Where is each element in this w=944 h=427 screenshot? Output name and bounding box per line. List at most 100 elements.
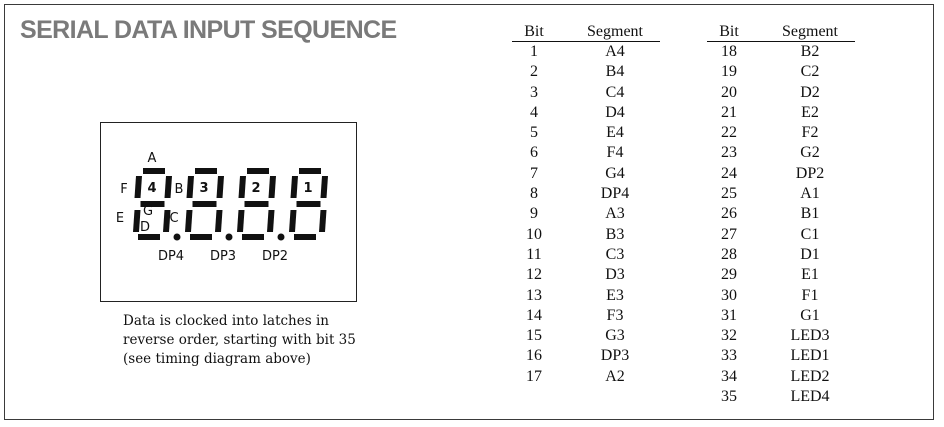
segment-cell: D4 xyxy=(605,103,625,121)
segment-cell: D3 xyxy=(605,266,625,284)
segment-cell: B3 xyxy=(605,225,625,243)
bit-cell: 27 xyxy=(721,225,737,243)
dp-label: DP2 xyxy=(262,249,288,264)
segment-f xyxy=(238,176,246,198)
bit-cell: 20 xyxy=(721,83,737,101)
segment-a xyxy=(247,168,269,174)
segment-header: Segment xyxy=(587,23,643,40)
table-row: 3 C4 xyxy=(512,83,660,103)
segment-cell: B2 xyxy=(800,43,820,60)
bit-cell: 6 xyxy=(530,144,538,162)
segment-c xyxy=(267,210,275,232)
table-row: 4 D4 xyxy=(512,103,660,123)
segment-cell: E2 xyxy=(801,103,819,121)
segment-cell: B4 xyxy=(605,63,625,81)
table-row: 6 F4 xyxy=(512,143,660,163)
segment-c xyxy=(319,210,327,232)
table-row: 15 G3 xyxy=(512,326,660,346)
segment-cell: C4 xyxy=(605,83,625,101)
bit-cell: 14 xyxy=(526,306,542,324)
segment-b xyxy=(216,176,224,198)
segment-cell: A1 xyxy=(800,185,820,203)
segment-cell: A2 xyxy=(605,367,625,385)
table-row: 34 LED2 xyxy=(707,367,855,387)
seven-segment-diagram: 4 3 2 1 A F B G E C D DP4 DP3 DP2 xyxy=(116,151,328,264)
table-row: 33 LED1 xyxy=(707,346,855,366)
bit-header: Bit xyxy=(524,23,544,40)
segment-g xyxy=(192,201,217,207)
bit-cell: 35 xyxy=(721,388,737,406)
digit-number-label: 2 xyxy=(251,181,260,196)
bit-cell: 8 xyxy=(530,185,538,203)
segment-label-e: E xyxy=(116,211,124,226)
table-row: 17 A2 xyxy=(512,367,660,387)
segment-e xyxy=(185,210,193,232)
decimal-point xyxy=(173,233,181,241)
segment-c xyxy=(215,210,223,232)
table-row: 35 LED4 xyxy=(707,387,855,407)
table-row: 16 DP3 xyxy=(512,346,660,366)
table-row: 8 DP4 xyxy=(512,184,660,204)
table-row: 12 D3 xyxy=(512,265,660,285)
segment-e xyxy=(237,210,245,232)
bit-cell: 30 xyxy=(721,286,737,304)
table-row: 21 E2 xyxy=(707,103,855,123)
segment-cell: A4 xyxy=(605,43,625,60)
bit-cell: 16 xyxy=(526,347,542,365)
caption-line: (see timing diagram above) xyxy=(123,351,311,367)
bit-cell: 19 xyxy=(721,63,737,81)
segment-header: Segment xyxy=(782,23,838,40)
bit-cell: 31 xyxy=(721,306,737,324)
digit-number-label: 3 xyxy=(199,181,208,196)
decimal-point xyxy=(277,233,285,241)
segment-cell: DP4 xyxy=(600,185,630,203)
segment-cell: E4 xyxy=(606,124,624,142)
bit-cell: 10 xyxy=(526,225,542,243)
bit-cell: 9 xyxy=(530,205,538,223)
segment-cell: F1 xyxy=(801,286,819,304)
segment-cell: LED3 xyxy=(790,327,830,345)
segment-d xyxy=(138,234,160,240)
segment-label-f: F xyxy=(120,182,127,197)
bit-cell: 23 xyxy=(721,144,737,162)
bit-cell: 22 xyxy=(721,124,737,142)
segment-cell: DP3 xyxy=(600,347,630,365)
table-row: 1 A4 xyxy=(512,42,660,62)
segment-label-a: A xyxy=(148,151,157,166)
segment-b xyxy=(164,176,172,198)
segment-cell: DP2 xyxy=(795,164,825,182)
segment-cell: B1 xyxy=(800,205,820,223)
table-row: 25 A1 xyxy=(707,184,855,204)
segment-e xyxy=(133,210,141,232)
table-row: 30 F1 xyxy=(707,286,855,306)
segment-cell: D1 xyxy=(800,245,820,263)
bit-cell: 5 xyxy=(530,124,538,142)
bit-cell: 25 xyxy=(721,185,737,203)
segment-cell: G2 xyxy=(800,144,820,162)
figure-frame xyxy=(4,4,934,420)
segment-label-g: G xyxy=(143,204,153,219)
figure-title: SERIAL DATA INPUT SEQUENCE xyxy=(20,16,397,44)
table-row: 22 F2 xyxy=(707,123,855,143)
bit-cell: 34 xyxy=(721,367,737,385)
digit-number-label: 4 xyxy=(147,181,156,196)
segment-cell: C3 xyxy=(605,245,625,263)
segment-f xyxy=(186,176,194,198)
bit-cell: 21 xyxy=(721,103,737,121)
segment-a xyxy=(195,168,217,174)
segment-label-d: D xyxy=(140,220,150,235)
segment-d xyxy=(242,234,264,240)
segment-a xyxy=(143,168,165,174)
table-row: 10 B3 xyxy=(512,225,660,245)
table-row: 28 D1 xyxy=(707,245,855,265)
segment-b xyxy=(268,176,276,198)
table-row: 26 B1 xyxy=(707,204,855,224)
segment-cell: LED4 xyxy=(790,388,830,406)
table-row: 24 DP2 xyxy=(707,164,855,184)
segment-e xyxy=(289,210,297,232)
decimal-point xyxy=(225,233,233,241)
bit-header: Bit xyxy=(719,23,739,40)
bit-cell: 7 xyxy=(530,164,538,182)
bit-cell: 1 xyxy=(530,43,538,60)
segment-cell: LED2 xyxy=(790,367,830,385)
